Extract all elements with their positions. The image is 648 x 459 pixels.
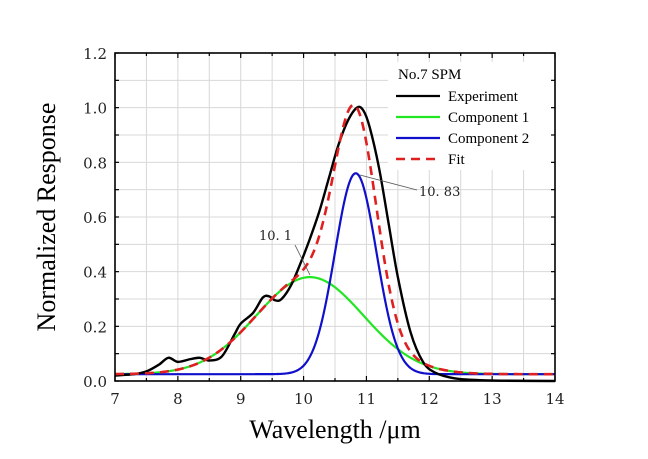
annotation-label-10-1: 10. 1 bbox=[259, 229, 292, 244]
y-tick-label: 0.8 bbox=[83, 154, 107, 172]
annotation-leader-10-83 bbox=[359, 174, 418, 191]
x-tick-label: 11 bbox=[357, 390, 376, 408]
series-layer bbox=[114, 103, 556, 383]
x-tick-label: 7 bbox=[110, 390, 120, 408]
legend: No.7 SPM Experiment Component 1 Componen… bbox=[396, 67, 529, 168]
x-axis-title: Wavelength /μm bbox=[249, 415, 420, 444]
y-tick-label: 0.6 bbox=[83, 209, 107, 227]
x-tick-label: 10 bbox=[294, 390, 313, 408]
legend-title: No.7 SPM bbox=[398, 67, 461, 83]
series-fit bbox=[114, 103, 555, 376]
x-tick-label: 12 bbox=[420, 390, 439, 408]
x-tick-label: 8 bbox=[173, 390, 183, 408]
legend-label-component-1: Component 1 bbox=[448, 110, 529, 126]
series-component-2 bbox=[115, 172, 555, 376]
y-tick-label: 1.2 bbox=[83, 45, 107, 63]
y-axis-title: Normalized Response bbox=[32, 103, 61, 332]
tick-labels: 7 8 9 10 11 12 13 14 0.0 0.2 0.4 0.6 0.8 1.0 1.2 bbox=[83, 45, 564, 408]
y-tick-label: 0.4 bbox=[83, 264, 107, 282]
legend-label-experiment: Experiment bbox=[448, 89, 519, 105]
y-tick-label: 0.0 bbox=[83, 373, 107, 391]
annotations: 10. 1 10. 83 bbox=[259, 174, 460, 276]
y-tick-label: 1.0 bbox=[83, 100, 107, 118]
x-tick-label: 13 bbox=[483, 390, 502, 408]
legend-label-fit: Fit bbox=[448, 152, 466, 168]
annotation-leader-10-1 bbox=[294, 244, 311, 276]
y-tick-label: 0.2 bbox=[83, 318, 107, 336]
legend-label-component-2: Component 2 bbox=[448, 131, 529, 147]
annotation-label-10-83: 10. 83 bbox=[419, 185, 460, 200]
x-tick-label: 9 bbox=[236, 390, 246, 408]
axes bbox=[114, 52, 556, 382]
x-tick-label: 14 bbox=[545, 390, 564, 408]
series-experiment bbox=[114, 105, 556, 383]
